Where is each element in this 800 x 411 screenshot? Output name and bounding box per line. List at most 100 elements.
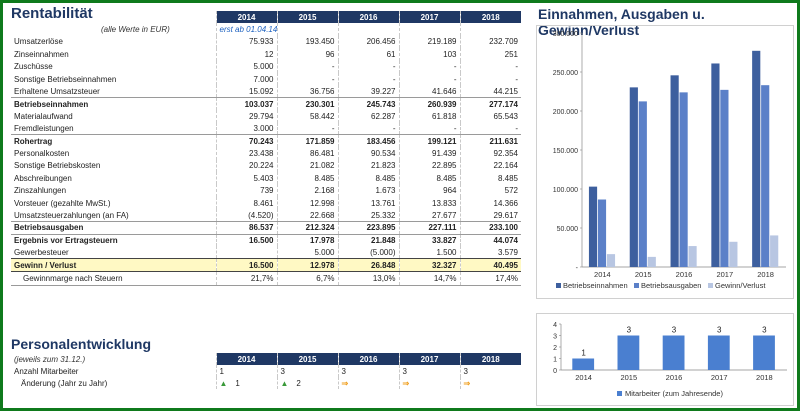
value-cell[interactable]: 65.543: [459, 110, 521, 123]
row-label[interactable]: Umsatzsteuerzahlungen (an FA): [11, 209, 216, 223]
value-cell[interactable]: 103: [398, 48, 460, 61]
bar[interactable]: [720, 89, 729, 267]
row-label[interactable]: Vorsteuer (gezahlte MwSt.): [14, 198, 111, 208]
row-label[interactable]: Ergebnis vor Ertragsteuern: [14, 235, 118, 245]
year-header[interactable]: 2014: [215, 11, 277, 24]
value-cell[interactable]: 22.895: [398, 159, 460, 173]
value-cell[interactable]: -: [459, 60, 521, 73]
value-cell[interactable]: ⇒: [337, 377, 399, 389]
value-cell[interactable]: 8.485: [459, 172, 521, 185]
value-cell[interactable]: ⇒: [459, 377, 521, 389]
value-cell[interactable]: 20.224: [215, 159, 277, 173]
value-cell[interactable]: 62.287: [337, 110, 399, 123]
value-cell[interactable]: 251: [459, 48, 521, 61]
bar[interactable]: [707, 335, 730, 371]
value-cell[interactable]: 171.859: [276, 134, 338, 148]
year-header[interactable]: 2016: [337, 353, 399, 365]
value-cell[interactable]: 5.000: [276, 246, 338, 259]
value-cell[interactable]: 3: [276, 365, 338, 377]
row-label[interactable]: Sonstige Betriebskosten: [14, 161, 101, 171]
value-cell[interactable]: 8.485: [337, 172, 399, 185]
value-cell[interactable]: -: [398, 72, 460, 86]
value-cell[interactable]: -: [276, 122, 338, 136]
year-header[interactable]: 2017: [398, 353, 460, 365]
empty-cell[interactable]: [459, 23, 521, 36]
value-cell[interactable]: 14,7%: [398, 271, 460, 286]
value-cell[interactable]: (4.520): [215, 209, 277, 223]
value-cell[interactable]: 16.500: [215, 258, 277, 272]
value-cell[interactable]: 3: [398, 365, 460, 377]
row-label[interactable]: Umsatzerlöse: [14, 37, 63, 47]
row-label[interactable]: Zinseinnahmen: [14, 49, 69, 59]
value-cell[interactable]: 58.442: [276, 110, 338, 123]
value-cell[interactable]: 14.366: [459, 196, 521, 210]
row-label[interactable]: Personalkosten: [14, 148, 70, 158]
value-cell[interactable]: 32.327: [398, 258, 460, 272]
value-cell[interactable]: ▲ 2: [276, 377, 338, 389]
value-cell[interactable]: 13,0%: [337, 271, 399, 286]
value-cell[interactable]: 25.332: [337, 209, 399, 223]
value-cell[interactable]: [215, 246, 277, 259]
bar[interactable]: [711, 63, 720, 268]
value-cell[interactable]: 44.215: [459, 85, 521, 99]
value-cell[interactable]: -: [398, 60, 460, 73]
value-cell[interactable]: -: [276, 72, 338, 86]
chart-panel-einnahmen[interactable]: [536, 25, 794, 299]
value-cell[interactable]: 8.485: [398, 172, 460, 185]
row-label[interactable]: Gewinn / Verlust: [11, 258, 216, 272]
value-cell[interactable]: 26.848: [337, 258, 399, 272]
bar[interactable]: [647, 256, 656, 267]
value-cell[interactable]: 3.000: [215, 122, 277, 136]
value-cell[interactable]: 61.818: [398, 110, 460, 123]
value-cell[interactable]: 211.631: [459, 134, 521, 148]
value-cell[interactable]: 1: [215, 365, 277, 377]
value-cell[interactable]: 86.537: [215, 221, 277, 235]
bar[interactable]: [729, 241, 738, 267]
row-label[interactable]: Betriebsausgaben: [11, 221, 216, 235]
value-cell[interactable]: 3.579: [459, 246, 521, 259]
value-cell[interactable]: 13.833: [398, 196, 460, 210]
value-cell[interactable]: 199.121: [398, 134, 460, 148]
year-header[interactable]: 2018: [459, 11, 521, 24]
value-cell[interactable]: 61: [337, 48, 399, 61]
value-cell[interactable]: 40.495: [459, 258, 521, 272]
value-cell[interactable]: 36.756: [276, 85, 338, 99]
value-cell[interactable]: 21.823: [337, 159, 399, 173]
bar[interactable]: [753, 335, 775, 371]
bar[interactable]: [617, 335, 640, 371]
value-cell[interactable]: 8.485: [276, 172, 338, 185]
value-cell[interactable]: 23.438: [215, 147, 277, 160]
row-label[interactable]: Gewinnmarge nach Steuern: [11, 271, 216, 286]
value-cell[interactable]: 90.534: [337, 147, 399, 160]
year-header[interactable]: 2017: [398, 11, 460, 24]
value-cell[interactable]: 15.092: [215, 85, 277, 99]
value-cell[interactable]: 233.100: [459, 221, 521, 235]
value-cell[interactable]: 232.709: [459, 35, 521, 49]
value-cell[interactable]: -: [337, 72, 399, 86]
value-cell[interactable]: 21,7%: [215, 271, 277, 286]
value-cell[interactable]: 183.456: [337, 134, 399, 148]
value-cell[interactable]: 5.403: [215, 172, 277, 185]
value-cell[interactable]: -: [459, 122, 521, 136]
bar[interactable]: [638, 101, 647, 267]
value-cell[interactable]: 41.646: [398, 85, 460, 99]
bar[interactable]: [597, 199, 607, 267]
value-cell[interactable]: ⇒: [398, 377, 460, 389]
year-header[interactable]: 2016: [337, 11, 399, 24]
empty-cell[interactable]: [398, 23, 460, 36]
value-cell[interactable]: 21.848: [337, 234, 399, 247]
value-cell[interactable]: -: [337, 60, 399, 73]
value-cell[interactable]: 3: [459, 365, 521, 377]
value-cell[interactable]: 12.978: [276, 258, 338, 272]
value-cell[interactable]: 206.456: [337, 35, 399, 49]
year-header[interactable]: 2018: [459, 353, 521, 365]
value-cell[interactable]: (5.000): [337, 246, 399, 259]
value-cell[interactable]: 260.939: [398, 97, 460, 111]
value-cell[interactable]: 70.243: [215, 134, 277, 148]
bar[interactable]: [679, 92, 688, 267]
row-label[interactable]: Betriebseinnahmen: [14, 99, 89, 109]
value-cell[interactable]: 5.000: [215, 60, 277, 73]
value-cell[interactable]: 29.794: [215, 110, 277, 123]
value-cell[interactable]: 12.998: [276, 196, 338, 210]
value-cell[interactable]: 13.761: [337, 196, 399, 210]
